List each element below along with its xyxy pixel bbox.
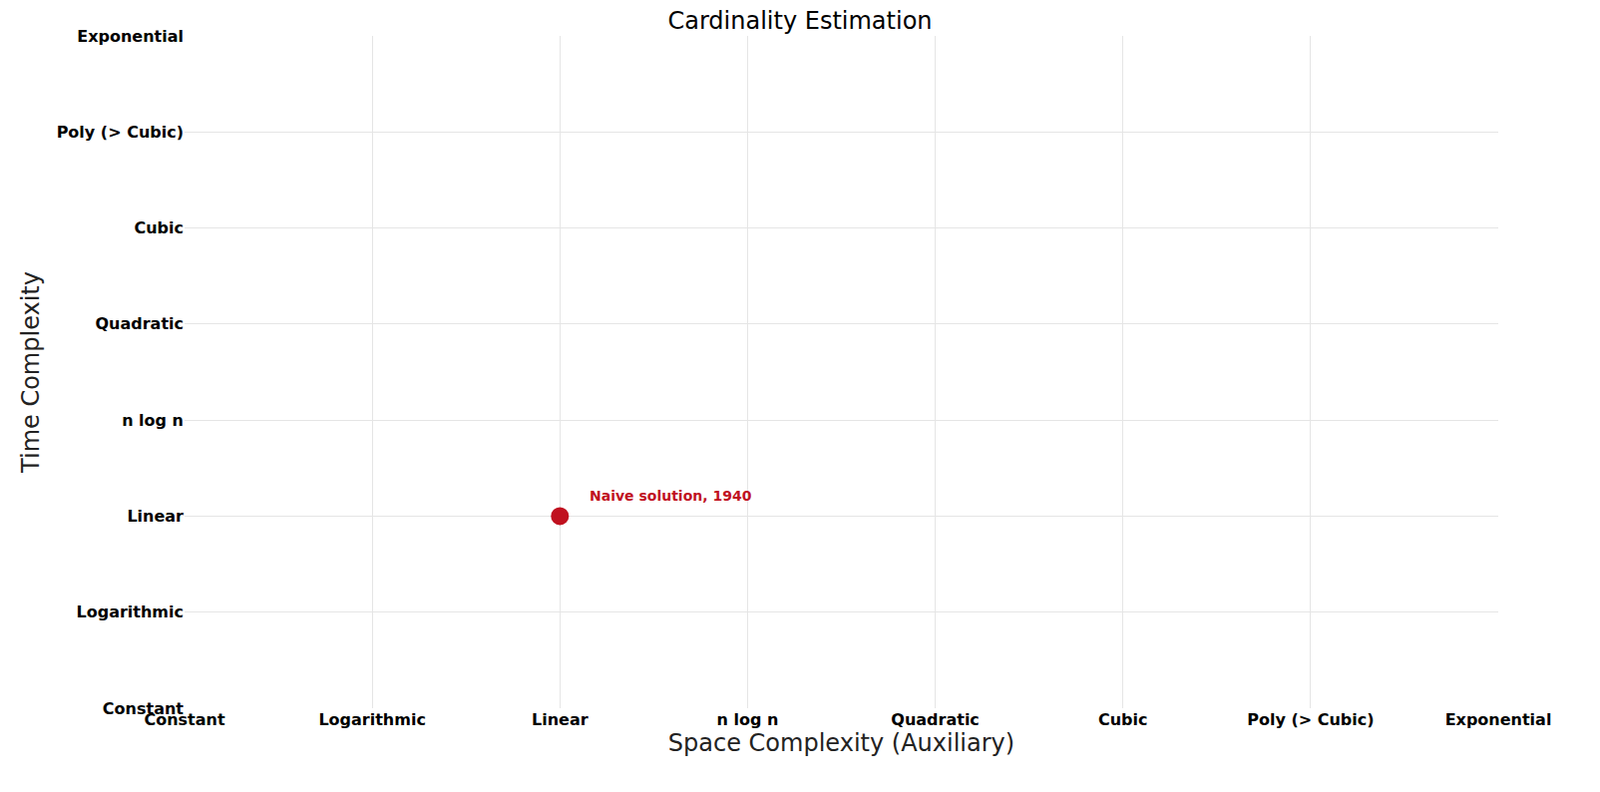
svg-text:Exponential: Exponential xyxy=(1445,710,1553,730)
svg-text:Linear: Linear xyxy=(531,710,589,730)
svg-text:Logarithmic: Logarithmic xyxy=(76,602,185,622)
svg-text:Exponential: Exponential xyxy=(76,26,184,46)
svg-text:Logarithmic: Logarithmic xyxy=(318,710,426,730)
svg-text:Cubic: Cubic xyxy=(1098,710,1149,730)
svg-text:Quadratic: Quadratic xyxy=(890,710,980,730)
svg-text:Constant: Constant xyxy=(143,710,225,730)
svg-text:Poly (> Cubic): Poly (> Cubic) xyxy=(1246,710,1374,730)
svg-text:Space Complexity (Auxiliary): Space Complexity (Auxiliary) xyxy=(668,729,1015,758)
svg-text:Time Complexity: Time Complexity xyxy=(16,271,45,474)
svg-text:Poly (> Cubic): Poly (> Cubic) xyxy=(56,122,184,142)
svg-text:Cardinality Estimation: Cardinality Estimation xyxy=(667,6,932,35)
svg-text:Quadratic: Quadratic xyxy=(94,314,184,334)
svg-text:n log n: n log n xyxy=(717,710,780,730)
svg-text:Constant: Constant xyxy=(102,699,184,719)
svg-text:n log n: n log n xyxy=(121,410,184,430)
svg-text:Naive solution, 1940: Naive solution, 1940 xyxy=(589,487,753,504)
svg-text:Cubic: Cubic xyxy=(133,218,184,238)
svg-text:Linear: Linear xyxy=(126,506,184,526)
